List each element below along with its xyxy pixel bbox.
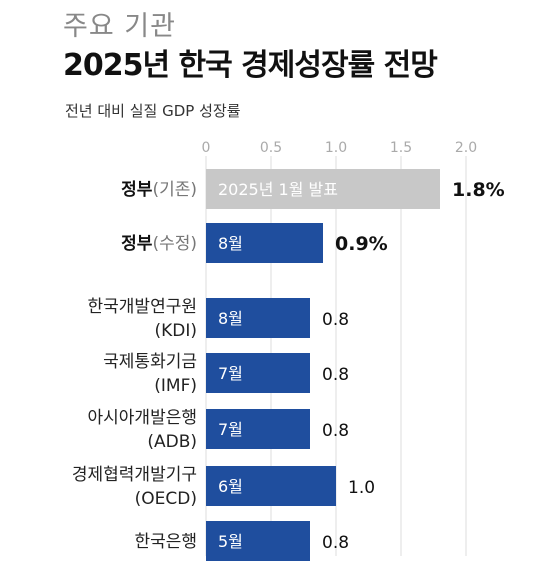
bar-date-label: 8월 [218,234,243,253]
chart-kicker: 주요 기관 [63,11,176,42]
bar [206,169,440,209]
x-tick-label: 1.5 [390,140,412,156]
category-label-main: 정부 [121,180,153,200]
bar-date-label: 2025년 1월 발표 [218,180,338,199]
data-label: 0.8 [322,421,349,441]
x-tick-label: 2.0 [455,140,477,156]
category-label: 경제협력개발기구 [72,465,197,485]
category-label: 한국개발연구원 [88,297,197,317]
bar [206,298,310,338]
chart-subtitle: 전년 대비 실질 GDP 성장률 [65,102,241,120]
category-label: 정부(수정) [121,234,197,254]
data-label: 1.0 [348,478,375,498]
chart-title: 2025년 한국 경제성장률 전망 [63,48,438,83]
category-label: (IMF) [154,376,197,396]
x-tick-label: 1.0 [325,140,347,156]
bar-date-label: 7월 [218,420,243,439]
bar [206,521,310,561]
data-label: 0.9% [335,233,388,255]
bar-date-label: 6월 [218,477,243,496]
category-label: (ADB) [147,432,197,452]
category-label-main: 정부 [121,234,153,254]
bar-date-label: 7월 [218,364,243,383]
category-label-note: (수정) [152,234,197,254]
bar-date-label: 5월 [218,532,243,551]
bar-date-label: 8월 [218,309,243,328]
x-tick-label: 0.5 [260,140,282,156]
bar [206,353,310,393]
data-label: 0.8 [322,365,349,385]
category-label: 아시아개발은행 [88,408,197,428]
data-label: 0.8 [322,310,349,330]
bar [206,466,336,506]
category-label: 국제통화기금 [103,352,197,372]
category-label-note: (기존) [152,180,197,200]
category-label: (OECD) [135,489,197,509]
category-label: 정부(기존) [121,180,197,200]
data-label: 0.8 [322,533,349,553]
category-label: (KDI) [154,321,197,341]
bar [206,223,323,263]
x-tick-label: 0 [202,140,211,156]
category-label: 한국은행 [134,532,197,552]
data-label: 1.8% [452,179,505,201]
bar [206,409,310,449]
